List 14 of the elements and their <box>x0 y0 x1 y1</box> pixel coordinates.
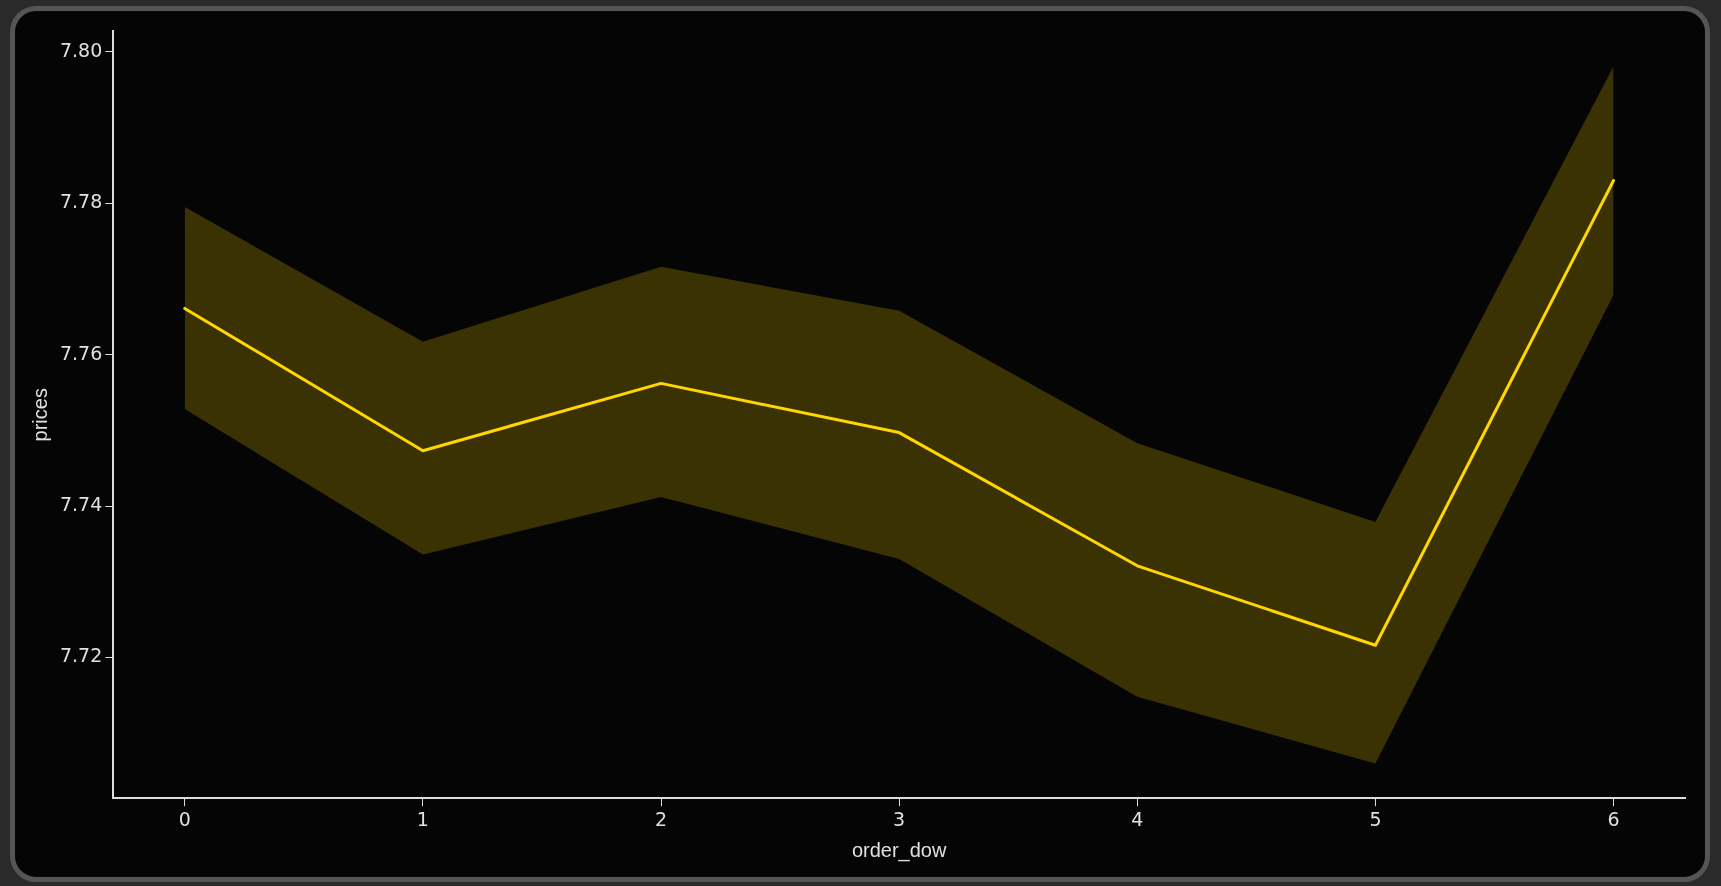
x-tick-label: 3 <box>893 807 906 830</box>
y-tick-label: 7.80 <box>59 38 103 61</box>
x-tick-label: 5 <box>1369 807 1382 830</box>
y-tick-label: 7.74 <box>59 492 103 515</box>
x-tick-label: 6 <box>1607 807 1620 830</box>
y-tick-label: 7.76 <box>59 341 103 364</box>
y-tick-label: 7.72 <box>59 644 103 667</box>
x-tick-label: 4 <box>1131 807 1144 830</box>
y-axis-title: prices <box>28 388 51 442</box>
y-tick-label: 7.78 <box>59 190 103 213</box>
x-tick-label: 1 <box>416 807 429 830</box>
x-tick-label: 0 <box>178 807 191 830</box>
x-axis-title: order_dow <box>851 838 947 862</box>
x-tick-label: 2 <box>654 807 668 830</box>
